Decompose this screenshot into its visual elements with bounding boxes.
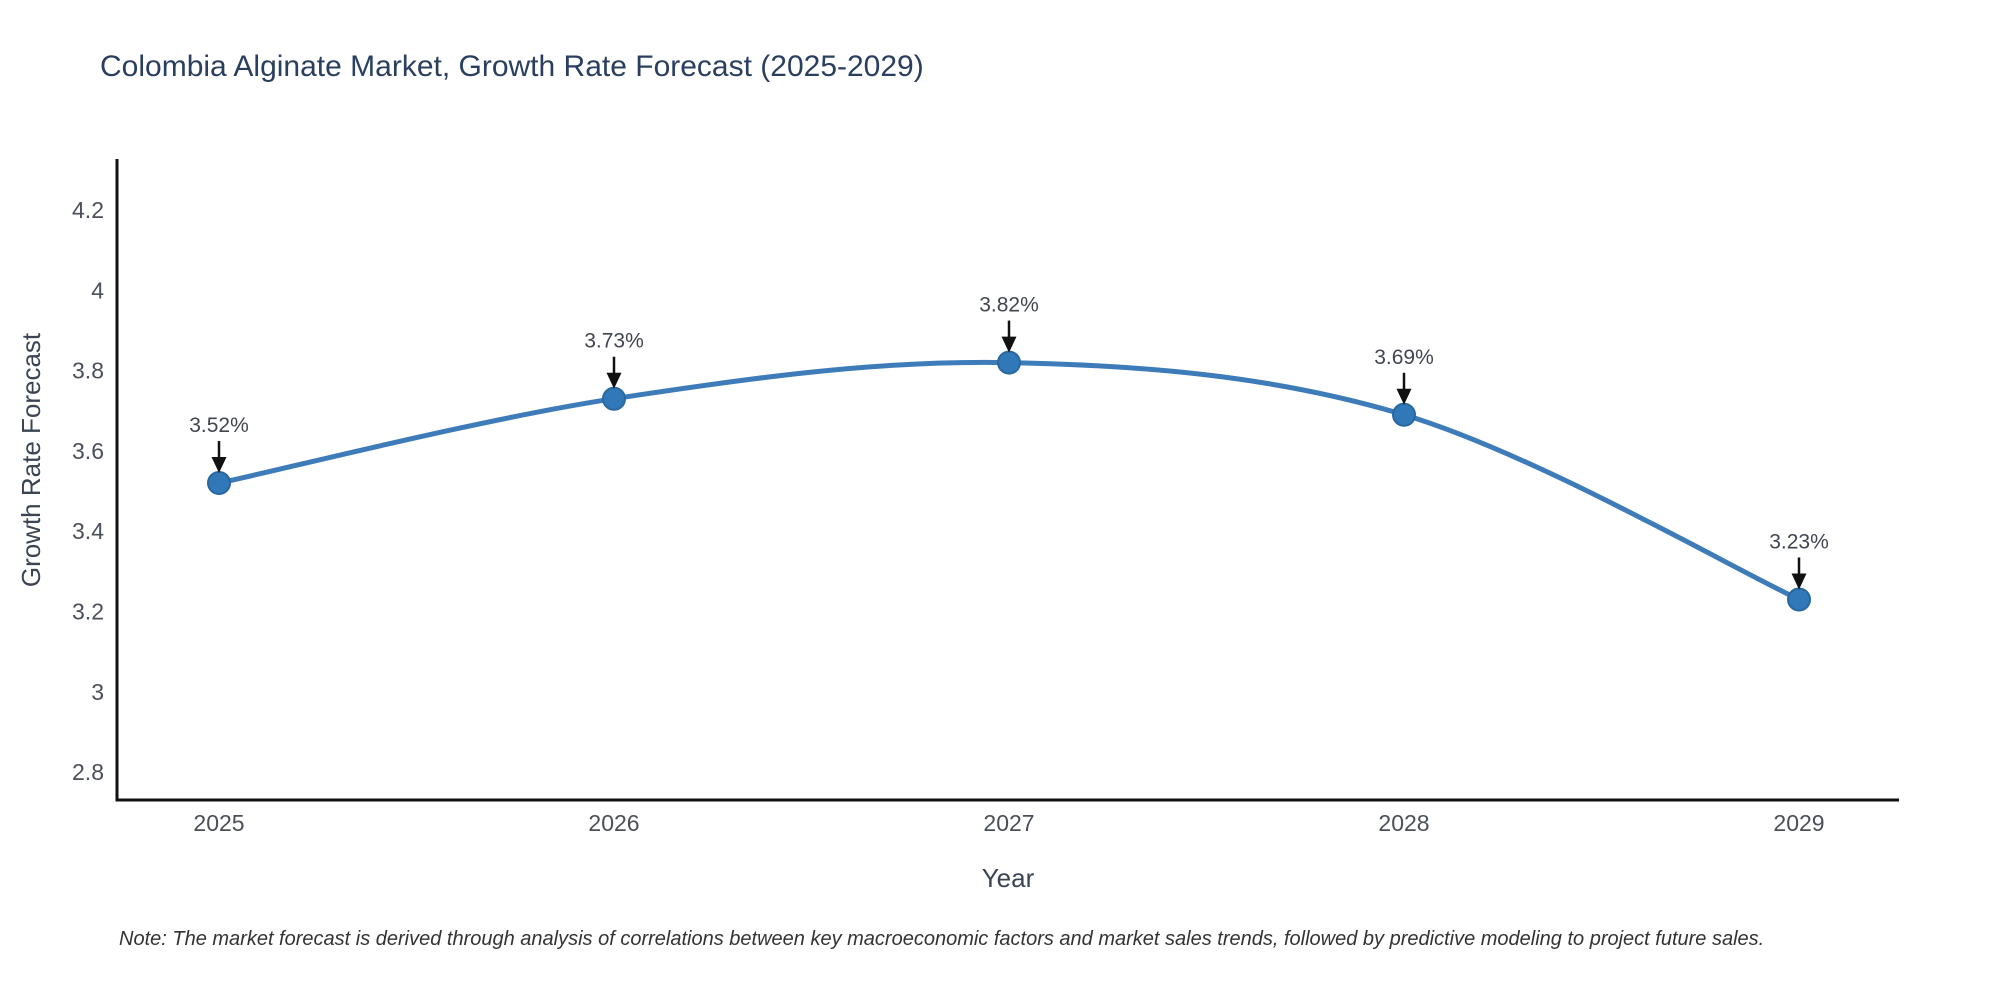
data-point-label: 3.23% [1769,530,1829,553]
annotations-layer: 3.52% 3.73% 3.82% 3.69% 3.23% [189,294,1829,590]
data-point-label: 3.73% [584,330,644,353]
y-axis-title: Growth Rate Forecast [16,332,46,587]
data-point-marker [997,350,1021,375]
chart-title: Colombia Alginate Market, Growth Rate Fo… [100,50,924,83]
data-point-label: 3.52% [189,414,249,437]
y-tick-label: 4 [91,277,104,303]
data-point-annotation: 3.69% [1374,346,1434,405]
data-point-annotation: 3.52% [189,414,249,474]
x-tick-label: 2025 [193,810,244,836]
series-line [216,359,1802,602]
x-axis-ticks: 2025 2026 2027 2028 2029 [193,810,1824,836]
data-point-annotation: 3.82% [979,294,1039,353]
data-point-label: 3.69% [1374,346,1434,369]
series-layer [207,350,1811,612]
y-tick-label: 3.6 [72,438,104,464]
chart-note: Note: The market forecast is derived thr… [119,928,1764,950]
axes [115,159,1899,802]
data-point-label: 3.82% [979,294,1039,317]
data-point-marker [207,471,231,496]
x-tick-label: 2028 [1378,810,1429,836]
annotation-arrowhead [1791,573,1807,590]
x-tick-label: 2026 [588,810,639,836]
y-tick-label: 3 [91,679,104,705]
data-point-annotation: 3.23% [1769,530,1829,590]
y-axis-ticks: 2.8 3 3.2 3.4 3.6 3.8 4 4.2 [72,197,104,785]
x-tick-label: 2029 [1773,810,1824,836]
x-axis-title: Year [982,863,1035,893]
y-tick-label: 3.8 [72,358,104,384]
data-point-marker [602,386,626,411]
annotation-arrowhead [606,372,622,389]
data-point-annotation: 3.73% [584,330,644,389]
y-tick-label: 3.2 [72,599,104,625]
x-tick-label: 2027 [983,810,1034,836]
data-point-marker [1392,402,1416,427]
y-tick-label: 2.8 [72,759,104,785]
data-point-marker [1787,587,1811,612]
y-tick-label: 4.2 [72,197,104,223]
annotation-arrowhead [1001,336,1017,353]
annotation-arrowhead [1396,388,1412,405]
y-tick-label: 3.4 [72,518,104,544]
annotation-arrowhead [211,457,227,474]
